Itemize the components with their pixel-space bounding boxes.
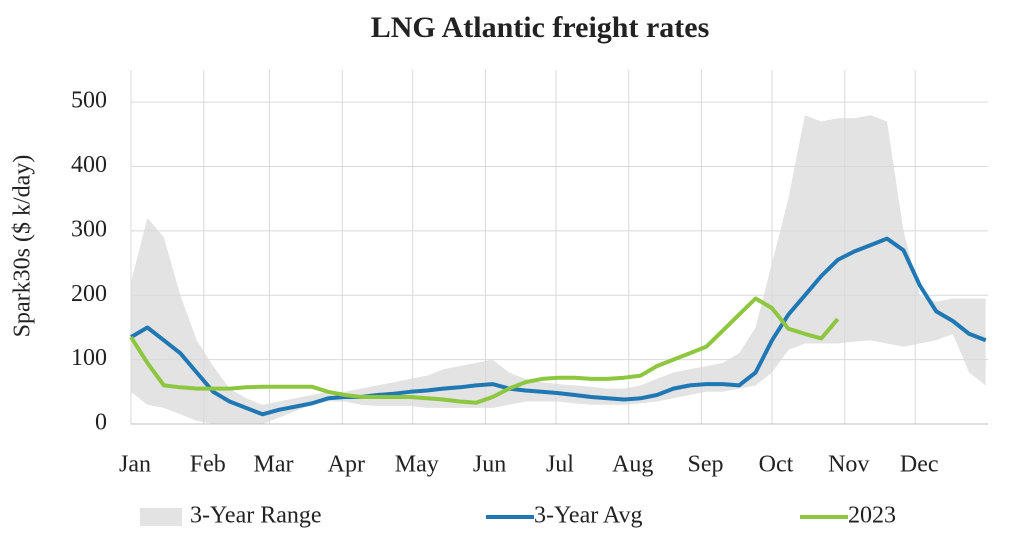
series-line <box>129 296 840 405</box>
legend-swatch <box>140 508 182 526</box>
y-tick-label: 0 <box>95 410 107 436</box>
y-tick-label: 200 <box>71 281 107 307</box>
x-tick-label: Aug <box>612 452 653 478</box>
series-line <box>129 236 987 417</box>
x-tick-label: Apr <box>328 452 365 478</box>
legend-label: 3-Year Avg <box>534 503 642 529</box>
x-tick-label: Jul <box>546 452 574 478</box>
x-tick-label: Jan <box>119 452 151 478</box>
x-tick-label: Oct <box>759 452 794 478</box>
y-tick-label: 100 <box>71 345 107 371</box>
x-tick-label: Feb <box>190 452 226 478</box>
x-tick-label: Mar <box>254 452 294 478</box>
x-tick-label: Jun <box>473 452 506 478</box>
x-tick-label: Nov <box>828 452 869 478</box>
legend-label: 2023 <box>848 503 896 529</box>
y-axis-label: Spark30s ($ k/day) <box>10 155 36 338</box>
legend-label: 3-Year Range <box>190 503 322 529</box>
y-tick-label: 300 <box>71 216 107 242</box>
chart-title: LNG Atlantic freight rates <box>371 11 710 44</box>
x-tick-label: Dec <box>900 452 939 478</box>
y-tick-label: 500 <box>71 88 107 114</box>
x-tick-label: May <box>395 452 439 478</box>
x-tick-label: Sep <box>688 452 724 478</box>
y-tick-label: 400 <box>71 152 107 178</box>
